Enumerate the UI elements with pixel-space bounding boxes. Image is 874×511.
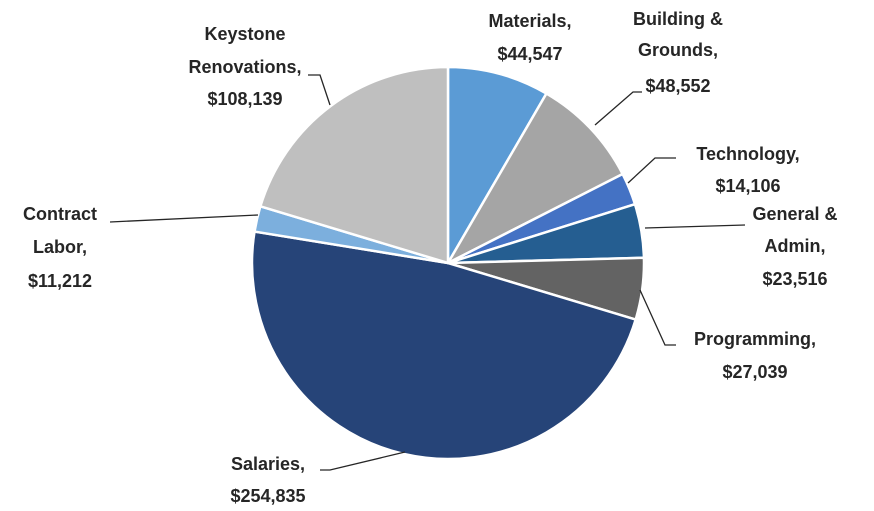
label-line: Materials, [488,11,571,31]
label-line: Programming, [694,329,816,349]
slice-label: Materials, [488,11,571,31]
value-label: $44,547 [497,44,562,64]
pie-slice [250,230,638,461]
label-line: Contract [23,204,97,224]
label-line: Salaries, [231,454,305,474]
slice-label: Keystone Renovations, [188,24,301,77]
pie-slice [258,65,450,265]
label-line: Keystone [204,24,285,44]
label-line: Grounds, [638,40,718,60]
leader-line [644,224,746,229]
slice-label: General & Admin, [752,204,837,256]
pie-slice [446,65,549,268]
slice-label: Building & Grounds, [633,9,723,60]
slice-label: Programming, [694,329,816,349]
value-label: $14,106 [715,176,780,196]
label-line: Labor, [33,237,87,257]
label-line: General & [752,204,837,224]
pie-slice [444,91,625,267]
value-label: $27,039 [722,362,787,382]
label-line: Technology, [696,144,799,164]
value-label: $11,212 [28,271,92,291]
slice-label: Technology, [696,144,799,164]
leader-line [109,214,259,223]
leader-line [320,451,406,471]
value-label: $108,139 [207,89,282,109]
leader-line [639,289,676,346]
label-line: Admin, [765,236,826,256]
label-line: Building & [633,9,723,29]
value-label: $254,835 [230,486,305,506]
leader-line [594,91,642,126]
slice-label: Salaries, [231,454,305,474]
value-label: $23,516 [762,269,827,289]
label-line: Renovations, [188,57,301,77]
leader-line [308,74,331,106]
value-label: $48,552 [645,76,710,96]
leader-line [627,157,676,184]
slice-label: Contract Labor, [23,204,97,257]
